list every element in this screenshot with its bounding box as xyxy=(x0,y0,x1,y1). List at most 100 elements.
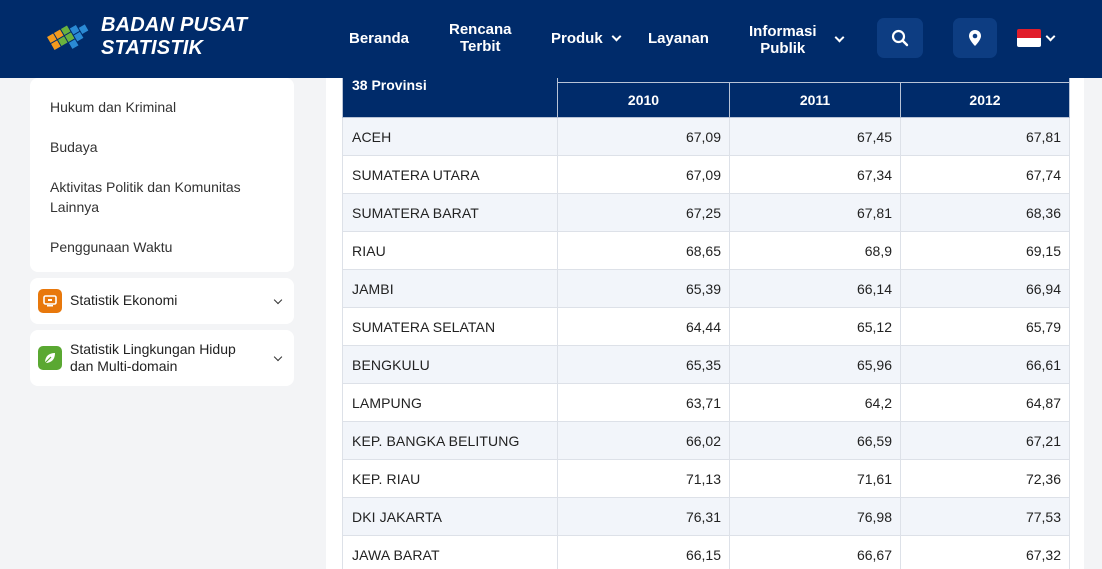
nav-layanan[interactable]: Layanan xyxy=(648,30,709,47)
value-cell: 66,14 xyxy=(729,269,901,308)
value-cell: 71,61 xyxy=(729,459,901,498)
top-navbar: BADAN PUSAT STATISTIK Beranda Rencana Te… xyxy=(0,0,1102,78)
nav-produk-label: Produk xyxy=(551,30,603,47)
province-name-cell: ACEH xyxy=(342,117,558,156)
map-pin-icon xyxy=(969,30,981,46)
category-statistik-ekonomi[interactable]: Statistik Ekonomi xyxy=(30,278,294,324)
nav-rencana-line1: Rencana xyxy=(449,21,512,38)
column-header-year: 2010 xyxy=(557,82,730,118)
province-name-cell: SUMATERA UTARA xyxy=(342,155,558,194)
province-name-cell: JAMBI xyxy=(342,269,558,308)
value-cell: 66,15 xyxy=(557,535,730,569)
brand-name[interactable]: BADAN PUSAT STATISTIK xyxy=(101,14,247,60)
province-name-cell: SUMATERA BARAT xyxy=(342,193,558,232)
value-cell: 64,87 xyxy=(899,383,1071,422)
search-icon xyxy=(891,29,909,47)
brand-line1: BADAN PUSAT xyxy=(101,14,248,36)
value-cell: 67,45 xyxy=(729,117,901,156)
table-row: LAMPUNG 63,71 64,2 64,87 xyxy=(342,383,1071,422)
sidebar-subcategory-card xyxy=(30,78,294,272)
value-cell: 67,34 xyxy=(729,155,901,194)
value-cell: 66,02 xyxy=(557,421,730,460)
value-cell: 69,15 xyxy=(899,231,1071,270)
value-cell: 77,53 xyxy=(899,497,1071,536)
value-cell: 65,12 xyxy=(729,307,901,346)
value-cell: 66,94 xyxy=(899,269,1071,308)
value-cell: 71,13 xyxy=(557,459,730,498)
table-row: BENGKULU 65,35 65,96 66,61 xyxy=(342,345,1071,384)
chevron-down-icon xyxy=(273,352,283,362)
table-row: KEP. RIAU 71,13 71,61 72,36 xyxy=(342,459,1071,498)
sidebar-link-penggunaan-waktu[interactable]: Penggunaan Waktu xyxy=(50,239,173,255)
table-row: JAMBI 65,39 66,14 66,94 xyxy=(342,269,1071,308)
value-cell: 67,09 xyxy=(557,117,730,156)
nav-beranda[interactable]: Beranda xyxy=(349,30,410,47)
province-name-cell: KEP. RIAU xyxy=(342,459,558,498)
value-cell: 66,67 xyxy=(729,535,901,569)
province-name-cell: SUMATERA SELATAN xyxy=(342,307,558,346)
value-cell: 63,71 xyxy=(557,383,730,422)
value-cell: 68,65 xyxy=(557,231,730,270)
category-lingkungan-line1: Statistik Lingkungan Hidup xyxy=(70,341,236,357)
value-cell: 65,39 xyxy=(557,269,730,308)
table-row: SUMATERA SELATAN 64,44 65,12 65,79 xyxy=(342,307,1071,346)
category-lingkungan-line2: dan Multi-domain xyxy=(70,358,178,374)
nav-informasi-publik[interactable]: Informasi Publik xyxy=(749,23,817,57)
table-row: JAWA BARAT 66,15 66,67 67,32 xyxy=(342,535,1071,569)
category-statistik-ekonomi-label: Statistik Ekonomi xyxy=(70,292,178,308)
category-statistik-lingkungan-label: Statistik Lingkungan Hidup dan Multi-dom… xyxy=(70,341,236,375)
chevron-down-icon[interactable] xyxy=(1045,31,1056,42)
value-cell: 65,35 xyxy=(557,345,730,384)
value-cell: 67,81 xyxy=(899,117,1071,156)
value-cell: 66,61 xyxy=(899,345,1071,384)
nav-produk[interactable]: Produk xyxy=(551,30,622,47)
nav-rencana-terbit[interactable]: Rencana Terbit xyxy=(449,21,512,55)
value-cell: 68,36 xyxy=(899,193,1071,232)
value-cell: 67,81 xyxy=(729,193,901,232)
value-cell: 65,79 xyxy=(899,307,1071,346)
province-name-cell: KEP. BANGKA BELITUNG xyxy=(342,421,558,460)
nav-informasi-line2: Publik xyxy=(760,40,806,57)
monitor-icon xyxy=(38,289,62,313)
leaf-icon xyxy=(38,346,62,370)
table-row: RIAU 68,65 68,9 69,15 xyxy=(342,231,1071,270)
value-cell: 67,09 xyxy=(557,155,730,194)
column-header-year: 2011 xyxy=(729,82,901,118)
data-table: 38 Provinsi 2010 2011 2012 ACEH 67,09 67,4… xyxy=(342,62,1071,569)
value-cell: 76,31 xyxy=(557,497,730,536)
nav-informasi-line1: Informasi xyxy=(749,23,817,40)
table-row: SUMATERA BARAT 67,25 67,81 68,36 xyxy=(342,193,1071,232)
table-row: KEP. BANGKA BELITUNG 66,02 66,59 67,21 xyxy=(342,421,1071,460)
value-cell: 67,32 xyxy=(899,535,1071,569)
chevron-down-icon xyxy=(611,31,622,42)
sidebar-link-budaya[interactable]: Budaya xyxy=(50,139,98,155)
value-cell: 72,36 xyxy=(899,459,1071,498)
table-row: DKI JAKARTA 76,31 76,98 77,53 xyxy=(342,497,1071,536)
value-cell: 67,25 xyxy=(557,193,730,232)
value-cell: 76,98 xyxy=(729,497,901,536)
location-button[interactable] xyxy=(953,18,997,58)
value-cell: 65,96 xyxy=(729,345,901,384)
column-header-year: 2012 xyxy=(899,82,1071,118)
value-cell: 64,2 xyxy=(729,383,901,422)
category-statistik-lingkungan[interactable]: Statistik Lingkungan Hidup dan Multi-dom… xyxy=(30,330,294,386)
value-cell: 67,21 xyxy=(899,421,1071,460)
sidebar-link-aktivitas-politik-line1: Aktivitas Politik dan Komunitas xyxy=(50,179,241,195)
value-cell: 66,59 xyxy=(729,421,901,460)
value-cell: 67,74 xyxy=(899,155,1071,194)
province-name-cell: LAMPUNG xyxy=(342,383,558,422)
sidebar-link-aktivitas-politik[interactable]: Aktivitas Politik dan Komunitas Lainnya xyxy=(50,177,241,217)
value-cell: 68,9 xyxy=(729,231,901,270)
sidebar-link-hukum-kriminal[interactable]: Hukum dan Kriminal xyxy=(50,99,177,115)
value-cell: 64,44 xyxy=(557,307,730,346)
table-row: ACEH 67,09 67,45 67,81 xyxy=(342,117,1071,156)
sidebar-link-aktivitas-politik-line2: Lainnya xyxy=(50,199,100,215)
chevron-down-icon xyxy=(273,295,283,305)
indonesia-flag-icon[interactable] xyxy=(1017,29,1041,47)
search-button[interactable] xyxy=(877,18,923,58)
table-row: SUMATERA UTARA 67,09 67,34 67,74 xyxy=(342,155,1071,194)
bps-logo-icon xyxy=(47,24,89,50)
chevron-down-icon[interactable] xyxy=(834,32,845,43)
province-name-cell: BENGKULU xyxy=(342,345,558,384)
province-name-cell: DKI JAKARTA xyxy=(342,497,558,536)
